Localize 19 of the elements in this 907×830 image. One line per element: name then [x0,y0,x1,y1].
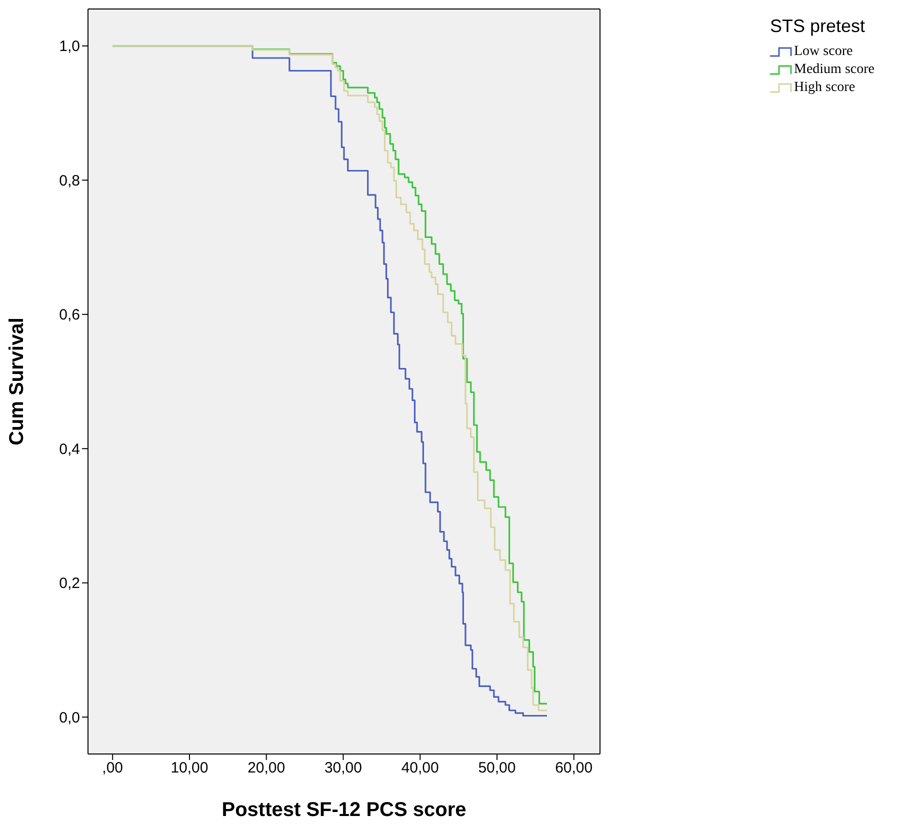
x-tick-label: 60,00 [555,760,593,777]
y-tick-label: 0,2 [59,575,80,592]
y-tick-label: 0,8 [59,172,80,190]
x-tick-label: 30,00 [324,760,362,777]
legend-label: Medium score [794,62,874,78]
x-tick-label: 10,00 [170,760,208,777]
x-tick-label: ,00 [102,760,124,777]
legend-title: STS pretest [770,16,866,37]
x-tick-label: 20,00 [248,760,286,777]
legend-label: High score [794,80,856,96]
x-tick-label: 40,00 [401,760,439,777]
y-tick-label: 0,0 [59,709,80,726]
y-tick-label: 0,4 [59,440,80,458]
legend-label: Low score [794,44,853,60]
y-tick-label: 0,6 [59,306,80,324]
x-tick-label: 50,00 [478,760,516,777]
y-tick-label: 1,0 [59,38,80,56]
x-axis-title: Posttest SF-12 PCS score [222,799,466,821]
y-axis-title: Cum Survival [6,318,28,446]
